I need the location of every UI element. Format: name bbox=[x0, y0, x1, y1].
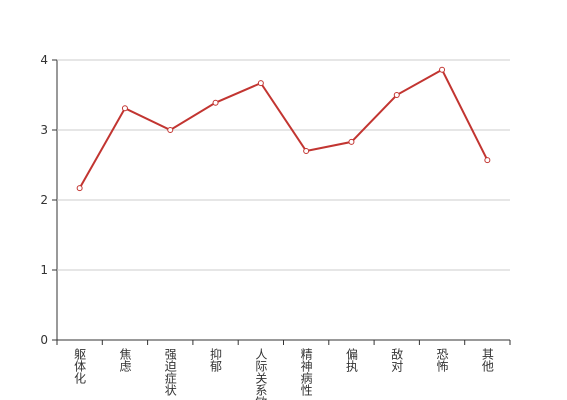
point bbox=[167, 127, 174, 133]
point bbox=[439, 66, 446, 73]
x-tick-label: 焦虑 bbox=[118, 348, 132, 372]
point bbox=[212, 99, 219, 106]
x-tick-label: 躯体化 bbox=[73, 347, 87, 385]
x-tick-label: 抑郁 bbox=[209, 347, 223, 373]
x-tick-label: 人际关系敏感 bbox=[254, 348, 268, 400]
point bbox=[348, 138, 355, 145]
point bbox=[303, 148, 310, 154]
point bbox=[257, 80, 264, 87]
x-tick-label: 偏执 bbox=[344, 347, 358, 373]
y-tick-label: 1 bbox=[40, 263, 48, 277]
x-tick-label: 其他 bbox=[480, 348, 494, 372]
line bbox=[78, 68, 489, 189]
y-tick-label: 0 bbox=[40, 333, 48, 347]
point bbox=[484, 157, 491, 164]
point bbox=[76, 185, 83, 192]
point bbox=[121, 105, 128, 112]
point bbox=[393, 92, 400, 98]
y-tick-label: 4 bbox=[40, 53, 48, 67]
y-tick-label: 3 bbox=[40, 123, 48, 137]
x-tick-label: 精神病性 bbox=[299, 348, 313, 397]
x-tick-label: 强迫症状 bbox=[163, 348, 177, 396]
x-tick-label: 恐怖 bbox=[435, 348, 449, 372]
y-tick-label: 2 bbox=[40, 193, 48, 207]
x-tick-label: 敌对 bbox=[390, 347, 404, 372]
